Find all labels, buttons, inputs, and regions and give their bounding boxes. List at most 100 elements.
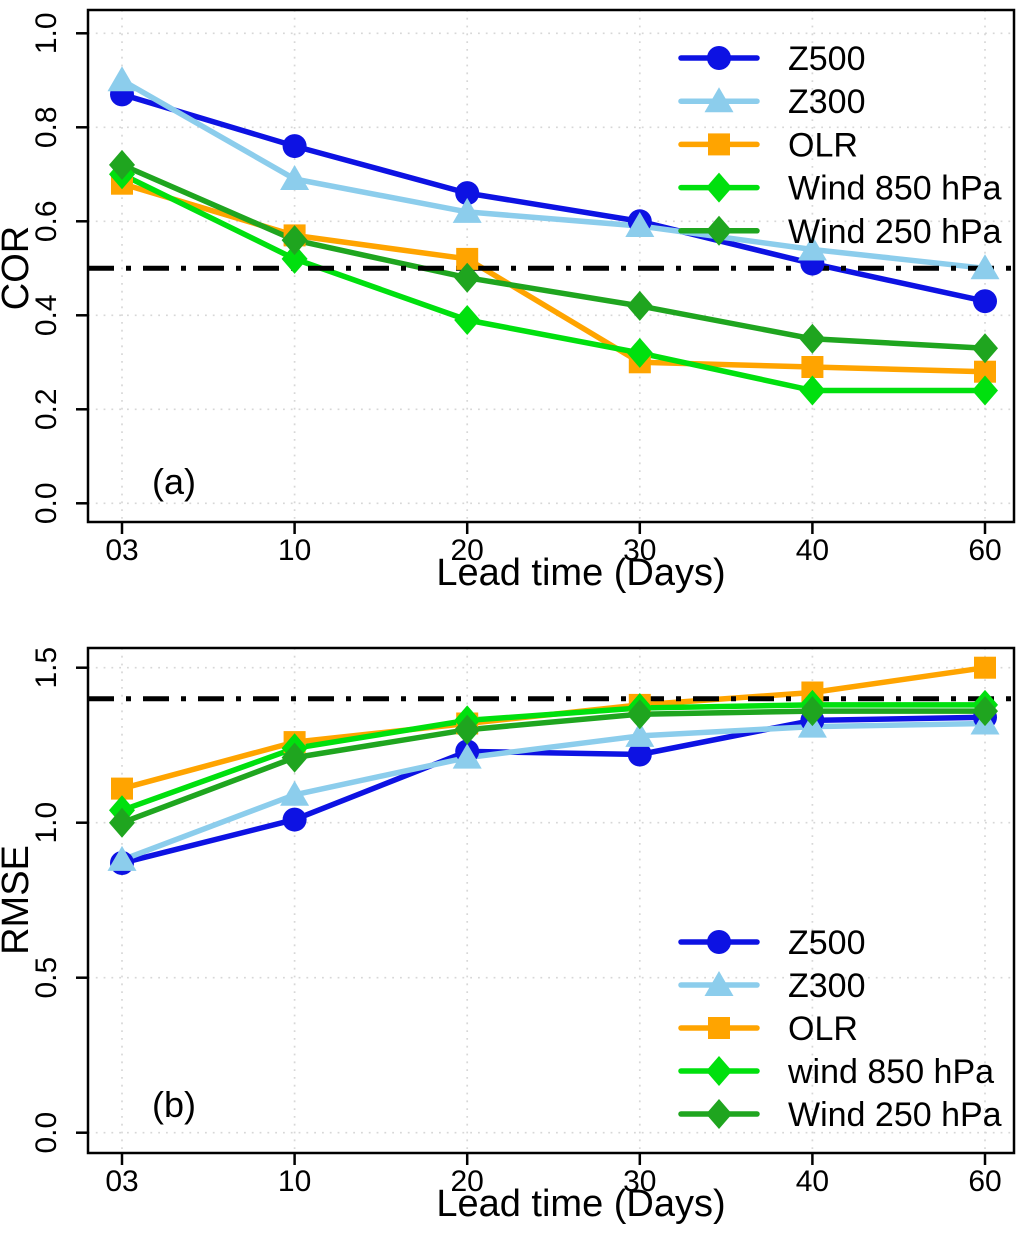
marker-z300-a <box>107 66 137 92</box>
marker-z500-b <box>282 807 307 832</box>
marker-z500-a <box>455 181 480 206</box>
legend-item-z500-a: Z500 <box>678 40 866 78</box>
legend-diamond-icon <box>706 1056 732 1086</box>
plot-border-a <box>86 8 1016 524</box>
marker-z300-a <box>280 165 310 190</box>
marker-z500-a <box>973 289 997 314</box>
ticks-a <box>76 32 987 534</box>
marker-z300-b <box>280 780 310 806</box>
y-tick-label-a-0-8: 0.8 <box>30 106 63 148</box>
marker-olr-a <box>456 247 479 270</box>
marker-z300-a <box>625 212 655 237</box>
marker-wind-250-hpa-a <box>799 323 826 354</box>
legend-label-wind-850-hpa-b: wind 850 hPa <box>787 1053 994 1091</box>
legend-square-icon <box>708 133 730 156</box>
marker-z300-b <box>452 743 482 769</box>
legend-item-wind-850-hpa-a: Wind 850 hPa <box>678 170 1002 208</box>
y-tick-label-a-1-0: 1.0 <box>30 12 63 54</box>
legend-item-wind-250-hpa-a: Wind 250 hPa <box>678 213 1002 251</box>
legend-triangle-icon <box>704 971 734 996</box>
legend-circle-icon <box>707 930 731 954</box>
panel-a: 03 10 20 30 40 60 0.0 0.2 0.4 0.6 0.8 1.0 Lead time … <box>0 8 1016 594</box>
legend-label-z300-a: Z300 <box>788 83 866 121</box>
marker-olr-b <box>111 777 133 800</box>
y-tick-label-a-0-0: 0.0 <box>30 482 63 524</box>
marker-wind-250-hpa-b <box>454 714 481 745</box>
panel-label-a: (a) <box>152 461 196 502</box>
y-tick-label-b-0-0: 0.0 <box>30 1112 63 1154</box>
marker-olr-a <box>974 360 996 383</box>
legend-label-olr-b: OLR <box>788 1010 858 1048</box>
marker-z300-b <box>107 845 137 871</box>
legend-label-z500-b: Z500 <box>788 924 866 962</box>
y-axis-title-b: RMSE <box>0 845 37 955</box>
ticks-b <box>76 666 987 1165</box>
x-tick-label-b-60: 60 <box>968 1165 1001 1198</box>
x-tick-label-a-20: 20 <box>451 534 484 567</box>
marker-z300-a <box>797 235 827 261</box>
marker-wind-250-hpa-b <box>799 696 826 727</box>
marker-wind-850-hpa-a <box>281 243 308 274</box>
y-tick-label-a-0-4: 0.4 <box>30 294 63 336</box>
legend-label-wind-850-hpa-a: Wind 850 hPa <box>788 170 1002 208</box>
y-tick-label-b-1-5: 1.5 <box>30 647 63 689</box>
marker-olr-a <box>801 356 824 378</box>
legend-b: Z500 Z300 OLR wind 850 hPa Wind 250 hPa <box>678 924 1002 1134</box>
marker-z500-b <box>627 742 652 767</box>
legend-item-wind-250-hpa-b: Wind 250 hPa <box>678 1096 1002 1134</box>
marker-wind-850-hpa-a <box>799 375 826 406</box>
marker-olr-b <box>974 656 996 679</box>
y-tick-label-a-0-6: 0.6 <box>30 200 63 242</box>
legend-diamond-icon <box>706 1099 732 1129</box>
series-line-wind-850-hpa-b <box>119 702 988 814</box>
legend-item-wind-850-hpa-b: wind 850 hPa <box>678 1053 994 1091</box>
x-tick-label-b-30: 30 <box>623 1165 656 1198</box>
legend-circle-icon <box>707 46 731 70</box>
y-tick-label-b-1-0: 1.0 <box>30 802 63 844</box>
legend-item-z300-a: Z300 <box>678 83 866 121</box>
legend-square-icon <box>708 1017 730 1039</box>
x-tick-label-b-03: 03 <box>105 1165 138 1198</box>
legend-item-z300-b: Z300 <box>678 967 866 1005</box>
marker-wind-250-hpa-b <box>109 807 135 838</box>
panel-b: 03 10 20 30 40 60 0.0 0.5 1.0 1.5 Lead time (Days)… <box>0 646 1016 1225</box>
x-axis-title-a: Lead time (Days) <box>436 552 725 594</box>
marker-wind-850-hpa-a <box>972 375 998 406</box>
legend-label-z300-b: Z300 <box>788 967 866 1005</box>
x-tick-label-b-10: 10 <box>278 1165 311 1198</box>
x-tick-label-a-10: 10 <box>278 534 311 567</box>
marker-wind-250-hpa-b <box>281 742 308 773</box>
legend-item-olr-a: OLR <box>678 126 858 164</box>
x-tick-label-a-40: 40 <box>796 534 829 567</box>
x-tick-label-a-30: 30 <box>623 534 656 567</box>
x-tick-label-a-03: 03 <box>105 534 138 567</box>
legend-item-olr-b: OLR <box>678 1010 858 1048</box>
legend-label-z500-a: Z500 <box>788 40 866 78</box>
legend-diamond-icon <box>706 172 732 203</box>
plot-border-b <box>86 646 1016 1155</box>
marker-wind-850-hpa-a <box>454 305 481 335</box>
panel-label-b: (b) <box>152 1084 196 1125</box>
series-line-wind-250-hpa-a <box>119 162 988 351</box>
y-tick-label-a-0-2: 0.2 <box>30 388 63 430</box>
legend-item-z500-b: Z500 <box>678 924 866 962</box>
marker-wind-250-hpa-b <box>626 699 653 730</box>
x-tick-label-b-20: 20 <box>451 1165 484 1198</box>
marker-z300-a <box>970 254 1000 280</box>
x-tick-label-a-60: 60 <box>968 534 1001 567</box>
legend-diamond-icon <box>706 215 732 246</box>
marker-wind-250-hpa-a <box>454 262 481 293</box>
marker-wind-250-hpa-b <box>972 696 998 727</box>
legend-label-olr-a: OLR <box>788 126 858 164</box>
series-line-z300-b <box>119 720 988 863</box>
marker-z500-a <box>282 134 307 159</box>
series-line-z300-a <box>119 77 988 272</box>
series-line-z500-b <box>119 714 988 866</box>
marker-z300-a <box>452 197 482 223</box>
legend-a: Z500 Z300 OLR Wind 850 hPa Wind 250 hPa <box>678 40 1002 251</box>
legend-triangle-icon <box>704 87 734 113</box>
y-axis-title-a: COR <box>0 226 37 310</box>
